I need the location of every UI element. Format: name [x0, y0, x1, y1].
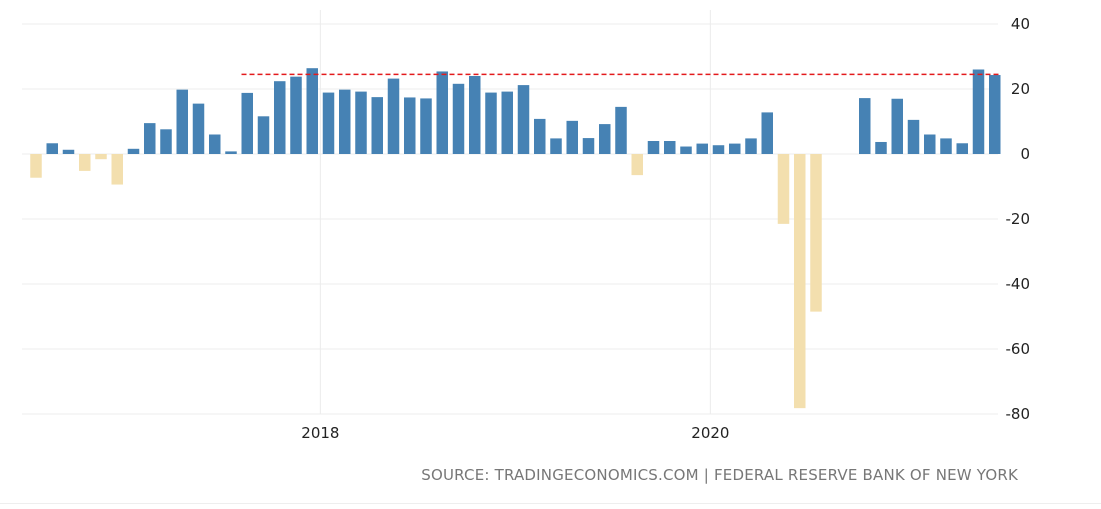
bar-2016-11	[95, 154, 107, 160]
bar-2017-09	[257, 116, 270, 154]
bar-2021-05	[972, 69, 985, 154]
bottom-divider	[0, 503, 1101, 504]
bar-2019-08	[631, 154, 643, 176]
y-tick-label: 0	[1020, 145, 1030, 163]
y-tick-label: -80	[1006, 405, 1031, 423]
chart-grid	[22, 10, 998, 415]
bar-2019-11	[680, 146, 692, 154]
y-tick-label: -40	[1006, 275, 1031, 293]
bar-2018-03	[355, 91, 367, 154]
y-tick-label: 40	[1011, 15, 1030, 33]
bar-2020-03	[745, 138, 757, 154]
bar-2018-12	[501, 91, 513, 154]
bar-2019-01	[517, 85, 530, 154]
bar-2020-06	[794, 154, 806, 409]
bar-2017-06	[209, 134, 221, 154]
bar-2016-08	[46, 143, 58, 154]
bar-2017-05	[192, 103, 205, 154]
bar-2021-02	[924, 134, 936, 154]
bar-2017-03	[160, 129, 172, 154]
y-axis-tick-labels: 40 20 0 -20 -40 -60 -80	[1006, 15, 1031, 423]
bar-2020-02	[729, 143, 741, 154]
bar-2017-02	[144, 123, 156, 154]
bar-2021-03	[940, 138, 952, 154]
bar-2018-02	[339, 89, 351, 154]
bar-2019-12	[696, 143, 708, 154]
source-label: SOURCE: TRADINGECONOMICS.COM | FEDERAL R…	[421, 466, 1018, 484]
bar-2017-01	[127, 148, 140, 154]
bar-2020-12	[891, 98, 903, 154]
bar-2016-09	[62, 149, 75, 154]
bar-2017-11	[290, 76, 302, 154]
bar-2017-04	[176, 89, 188, 154]
bar-2020-05	[777, 154, 790, 224]
bar-2018-07	[420, 98, 432, 154]
bar-2017-12	[306, 68, 318, 154]
bar-2016-12	[111, 154, 123, 185]
bar-2019-04	[566, 120, 578, 154]
bar-2018-04	[371, 97, 383, 154]
bar-2018-05	[387, 78, 400, 154]
bar-2017-07	[225, 151, 237, 154]
bar-2016-07	[30, 154, 42, 178]
bar-2020-10	[859, 98, 871, 154]
x-tick-label: 2020	[691, 424, 729, 442]
bar-2018-06	[404, 97, 416, 154]
bar-2019-09	[647, 141, 660, 154]
x-tick-label: 2018	[301, 424, 339, 442]
bar-2018-01	[322, 92, 335, 154]
bar-2020-04	[761, 112, 773, 154]
bar-2020-01	[712, 145, 725, 154]
bar-2018-09	[452, 83, 465, 154]
bar-2019-05	[582, 138, 595, 154]
bar-2021-06	[989, 75, 1001, 154]
bar-2016-10	[79, 154, 91, 171]
bar-2019-03	[550, 138, 562, 154]
bar-2017-08	[241, 92, 253, 154]
chart: 40 20 0 -20 -40 -60 -80 2018 2020	[22, 10, 1031, 442]
chart-bars	[30, 68, 1001, 409]
bar-2021-01	[907, 119, 920, 154]
bar-2019-06	[599, 124, 611, 154]
bar-2017-10	[274, 81, 286, 154]
bar-2018-08	[436, 71, 448, 154]
bar-2020-07	[810, 154, 822, 312]
y-tick-label: 20	[1011, 80, 1030, 98]
bar-2019-02	[534, 118, 546, 154]
bar-2018-10	[469, 76, 481, 154]
bar-2018-11	[485, 92, 497, 154]
y-tick-label: -20	[1006, 210, 1031, 228]
bar-2021-04	[956, 143, 968, 154]
bar-2020-11	[875, 141, 887, 154]
bar-2019-07	[615, 106, 627, 154]
x-axis-tick-labels: 2018 2020	[301, 424, 729, 442]
y-tick-label: -60	[1006, 340, 1031, 358]
bar-2019-10	[664, 141, 676, 154]
